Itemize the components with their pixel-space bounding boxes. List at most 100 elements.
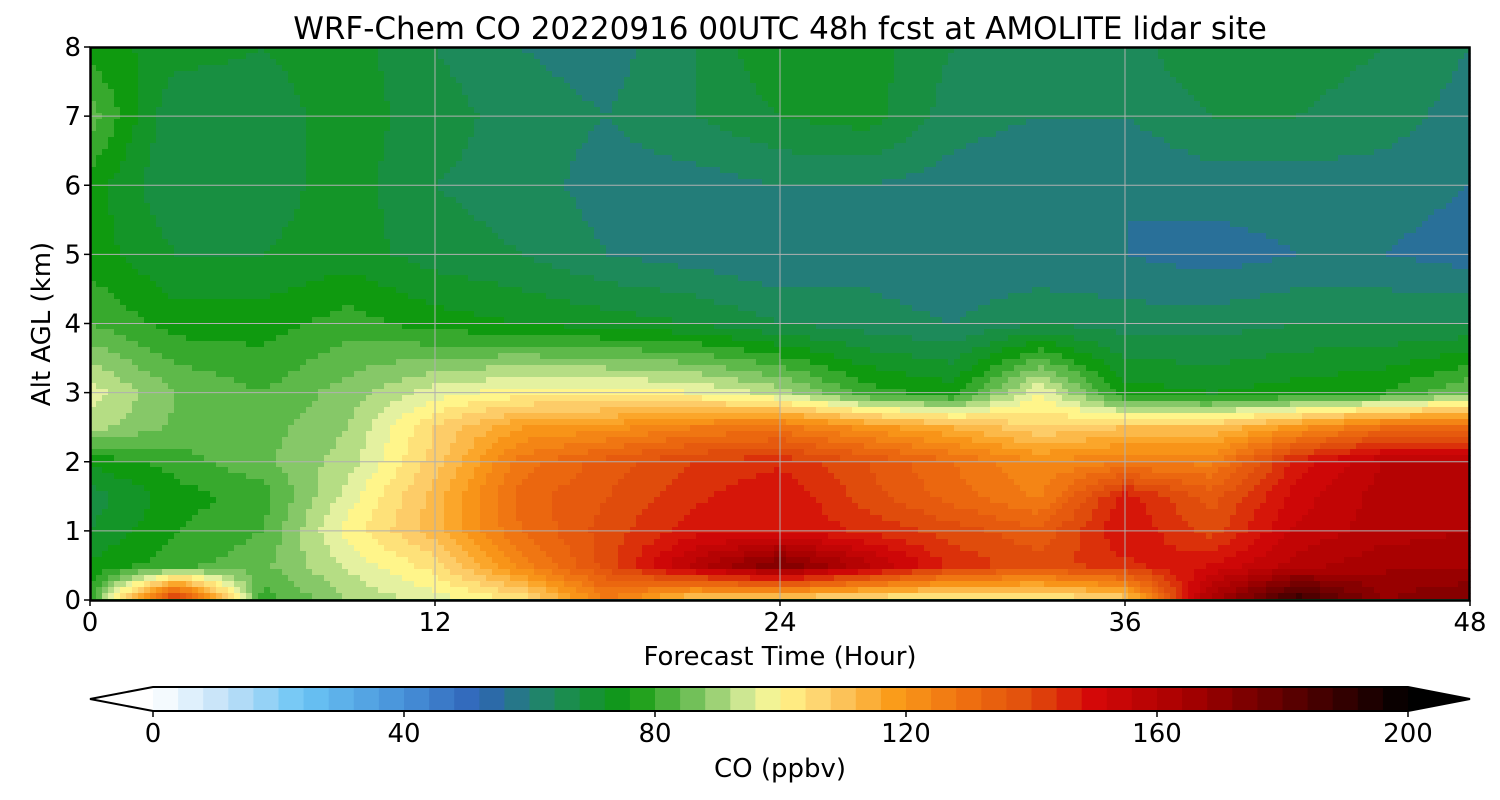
contour-cell [870,71,877,78]
contour-cell [1242,71,1249,78]
contour-cell [366,65,373,72]
contour-cell [1434,59,1441,66]
contour-cell [1356,71,1363,78]
contour-cell [1110,71,1117,78]
contour-cell [510,59,517,66]
contour-cell [792,71,799,78]
contour-cell [372,59,379,66]
contour-cell [1176,83,1183,90]
contour-cell [966,83,973,90]
contour-cell [588,65,595,72]
contour-cell [546,71,553,78]
contour-cell [960,53,967,60]
contour-cell [1404,59,1411,66]
contour-cell [906,95,913,102]
contour-cell [912,65,919,72]
contour-cell [396,77,403,84]
contour-cell [1218,95,1225,102]
contour-cell [468,59,475,66]
contour-cell [288,95,295,102]
contour-cell [720,59,727,66]
contour-cell [294,89,301,96]
contour-cell [1272,77,1279,84]
contour-cell [1452,83,1459,90]
contour-cell [1152,71,1159,78]
contour-cell [756,77,763,84]
contour-cell [840,83,847,90]
contour-cell [294,95,301,102]
contour-cell [1278,89,1285,96]
contour-cell [414,59,421,66]
contour-cell [456,95,463,102]
contour-cell [1206,77,1213,84]
contour-cell [1176,65,1183,72]
contour-cell [498,89,505,96]
contour-cell [768,89,775,96]
contour-cell [1452,89,1459,96]
contour-cell [168,101,175,108]
contour-cell [1296,83,1303,90]
contour-cell [498,77,505,84]
contour-cell [1428,59,1435,66]
contour-cell [1200,53,1207,60]
contour-cell [816,53,823,60]
contour-cell [978,71,985,78]
contour-cell [636,65,643,72]
contour-cell [156,101,163,108]
contour-cell [444,53,451,60]
contour-cell [930,53,937,60]
contour-cell [1368,71,1375,78]
contour-cell [330,59,337,66]
contour-cell [354,53,361,60]
contour-cell [1098,83,1105,90]
contour-cell [1182,89,1189,96]
contour-cell [1080,77,1087,84]
contour-cell [1230,65,1237,72]
contour-cell [1206,71,1213,78]
contour-cell [336,95,343,102]
contour-cell [1242,89,1249,96]
contour-cell [918,65,925,72]
contour-cell [1146,83,1153,90]
contour-cell [1380,77,1387,84]
contour-cell [300,83,307,90]
contour-cell [642,95,649,102]
contour-cell [642,77,649,84]
contour-cell [468,89,475,96]
contour-cell [786,65,793,72]
contour-cell [642,71,649,78]
contour-cell [1344,77,1351,84]
contour-cell [612,65,619,72]
contour-cell [162,65,169,72]
contour-cell [522,65,529,72]
contour-cell [780,59,787,66]
contour-cell [864,59,871,66]
contour-cell [360,89,367,96]
contour-cell [468,83,475,90]
contour-cell [246,71,253,78]
contour-cell [450,53,457,60]
contour-cell [738,53,745,60]
contour-cell [234,71,241,78]
contour-cell [816,59,823,66]
contour-cell [1212,95,1219,102]
contour-cell [456,89,463,96]
contour-cell [354,95,361,102]
contour-cell [222,71,229,78]
contour-cell [306,65,313,72]
contour-cell [318,77,325,84]
contour-cell [1332,59,1339,66]
contour-cell [156,59,163,66]
contour-cell [522,59,529,66]
contour-cell [822,83,829,90]
contour-cell [1158,95,1165,102]
contour-cell [894,65,901,72]
contour-cell [1302,89,1309,96]
contour-cell [156,95,163,102]
contour-cell [666,59,673,66]
contour-cell [1020,59,1027,66]
contour-cell [594,59,601,66]
contour-cell [1092,83,1099,90]
contour-cell [414,65,421,72]
contour-cell [798,83,805,90]
